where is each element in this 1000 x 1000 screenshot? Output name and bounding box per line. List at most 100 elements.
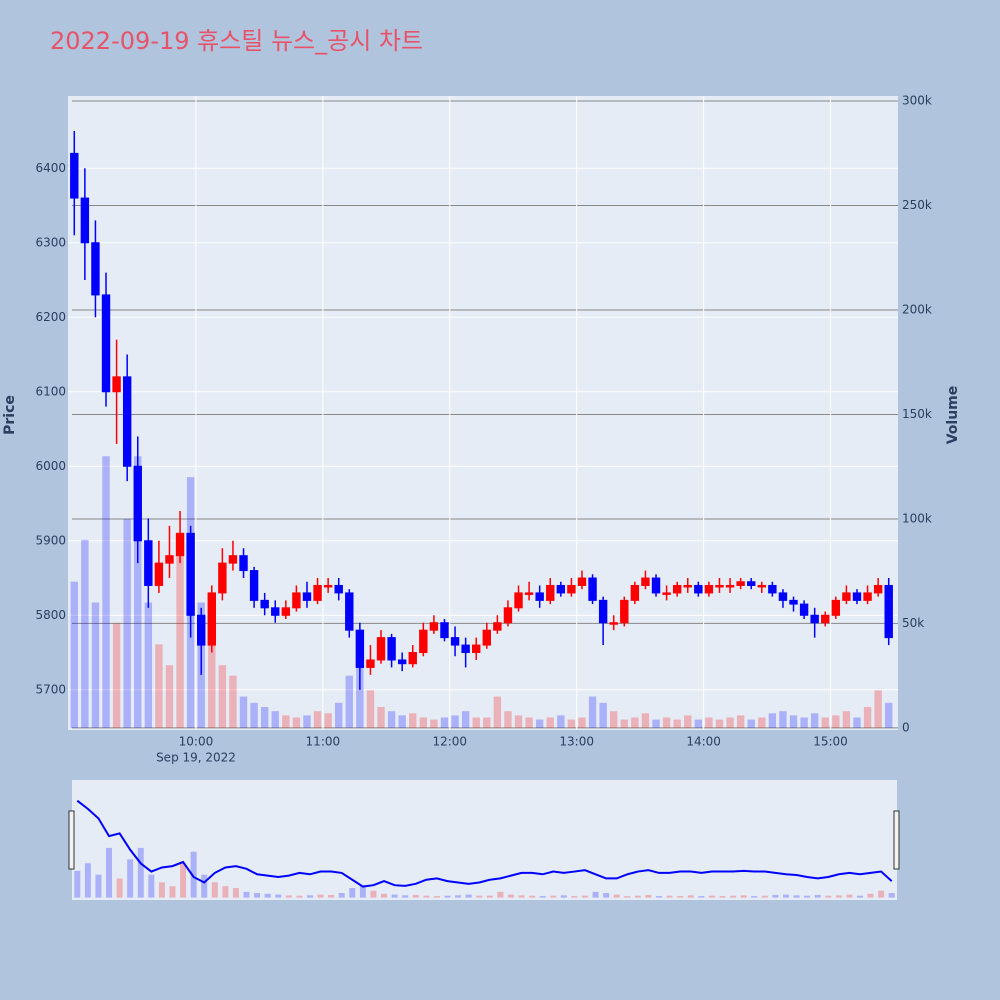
mini-volume-bar (645, 894, 652, 898)
range-slider[interactable] (72, 780, 897, 900)
y2-tick-label: 0 (902, 720, 910, 734)
volume-bar (821, 717, 829, 728)
volume-bar (641, 713, 650, 728)
candle-body (345, 592, 354, 631)
y2-tick-label: 100k (902, 511, 932, 525)
volume-bar (155, 644, 163, 728)
candle-body (133, 465, 142, 542)
mini-volume-bar (106, 847, 113, 898)
candle-body (831, 599, 841, 616)
chart-title: 2022-09-19 휴스틸 뉴스_공시 차트 (50, 27, 423, 55)
candle-body (609, 622, 618, 625)
volume-bar (673, 719, 681, 728)
candle-body (355, 629, 365, 668)
mini-volume-bar (402, 895, 409, 898)
x-tick-label: 10:00 (179, 735, 214, 749)
volume-bar (250, 702, 258, 728)
candle-body (842, 592, 851, 601)
volume-bar (736, 715, 745, 728)
volume-bar (165, 665, 174, 728)
candle-body (281, 607, 291, 616)
volume-bar (684, 715, 692, 728)
mini-price-line (76, 799, 893, 888)
volume-bar (800, 717, 808, 728)
range-handle[interactable] (893, 810, 900, 870)
volume-bar (366, 690, 375, 728)
mini-volume-bar (412, 894, 419, 898)
mini-volume-bar (370, 890, 377, 898)
mini-volume-bar (560, 895, 567, 898)
candle-body (873, 584, 883, 594)
candle-body (662, 592, 671, 595)
candle-body (91, 242, 100, 296)
mini-volume-bar (835, 895, 842, 898)
volume-bar (842, 711, 851, 728)
volume-bar (409, 713, 417, 728)
mini-volume-bar (433, 896, 440, 898)
mini-volume-bar (285, 895, 292, 898)
candle-body (461, 644, 470, 654)
mini-volume-bar (359, 886, 366, 898)
candle-body (80, 197, 90, 244)
mini-volume-bar (84, 863, 91, 898)
mini-volume-bar (550, 895, 557, 898)
mini-volume-bar (825, 895, 832, 898)
volume-bar (853, 717, 861, 728)
candle-body (884, 584, 893, 639)
volume-bar (260, 707, 269, 728)
candle-body (620, 599, 629, 624)
mini-volume-bar (846, 894, 853, 898)
range-handle[interactable] (68, 810, 75, 870)
mini-volume-bar (782, 894, 789, 898)
y-tick-label: 6200 (35, 310, 66, 324)
y-axis-title: Price (2, 395, 18, 435)
candle-body (408, 652, 417, 665)
volume-bar (610, 711, 618, 728)
candle-body (799, 603, 809, 616)
candle-body (683, 584, 692, 588)
x-tick-label: 14:00 (686, 735, 721, 749)
mini-volume-bar (518, 895, 525, 898)
volume-bar (768, 713, 777, 728)
mini-volume-bar (761, 895, 768, 898)
volume-bar (102, 456, 110, 728)
y-tick-label: 6300 (35, 235, 66, 249)
volume-bar (419, 717, 428, 728)
volume-bar (324, 713, 332, 728)
candle-body (778, 592, 788, 601)
y-tick-label: 5900 (35, 533, 66, 547)
candle-body (239, 555, 248, 572)
volume-bar (123, 518, 131, 728)
x-tick-label: 13:00 (559, 735, 594, 749)
candle-body (207, 592, 216, 646)
volume-bar (144, 602, 153, 728)
mini-volume-bar (539, 896, 546, 898)
mini-volume-bar (74, 870, 81, 898)
volume-bar (525, 717, 533, 728)
mini-volume-bar (634, 895, 641, 898)
x-tick-label: 15:00 (813, 735, 848, 749)
candle-body (588, 577, 597, 601)
mini-volume-bar (148, 874, 155, 898)
volume-bar (599, 702, 607, 728)
candle-body (641, 577, 650, 586)
candle-body (419, 629, 428, 654)
volume-bar (694, 719, 703, 728)
mini-volume-bar (423, 895, 430, 898)
mini-volume-bar (687, 895, 694, 898)
candle-body (165, 555, 174, 564)
mini-volume-bar (677, 896, 684, 898)
candle-body (271, 607, 280, 616)
volume-bar (81, 539, 89, 728)
x-tick-label: 12:00 (432, 735, 467, 749)
candle-body (736, 581, 745, 586)
mini-volume-bar (740, 895, 747, 898)
candle-body (397, 659, 407, 665)
volume-bar (91, 602, 100, 728)
mini-volume-bar (571, 896, 578, 898)
candle-body (704, 584, 714, 594)
mini-volume-bar (391, 894, 398, 898)
candle-body (144, 540, 153, 586)
candle-body (672, 584, 682, 594)
